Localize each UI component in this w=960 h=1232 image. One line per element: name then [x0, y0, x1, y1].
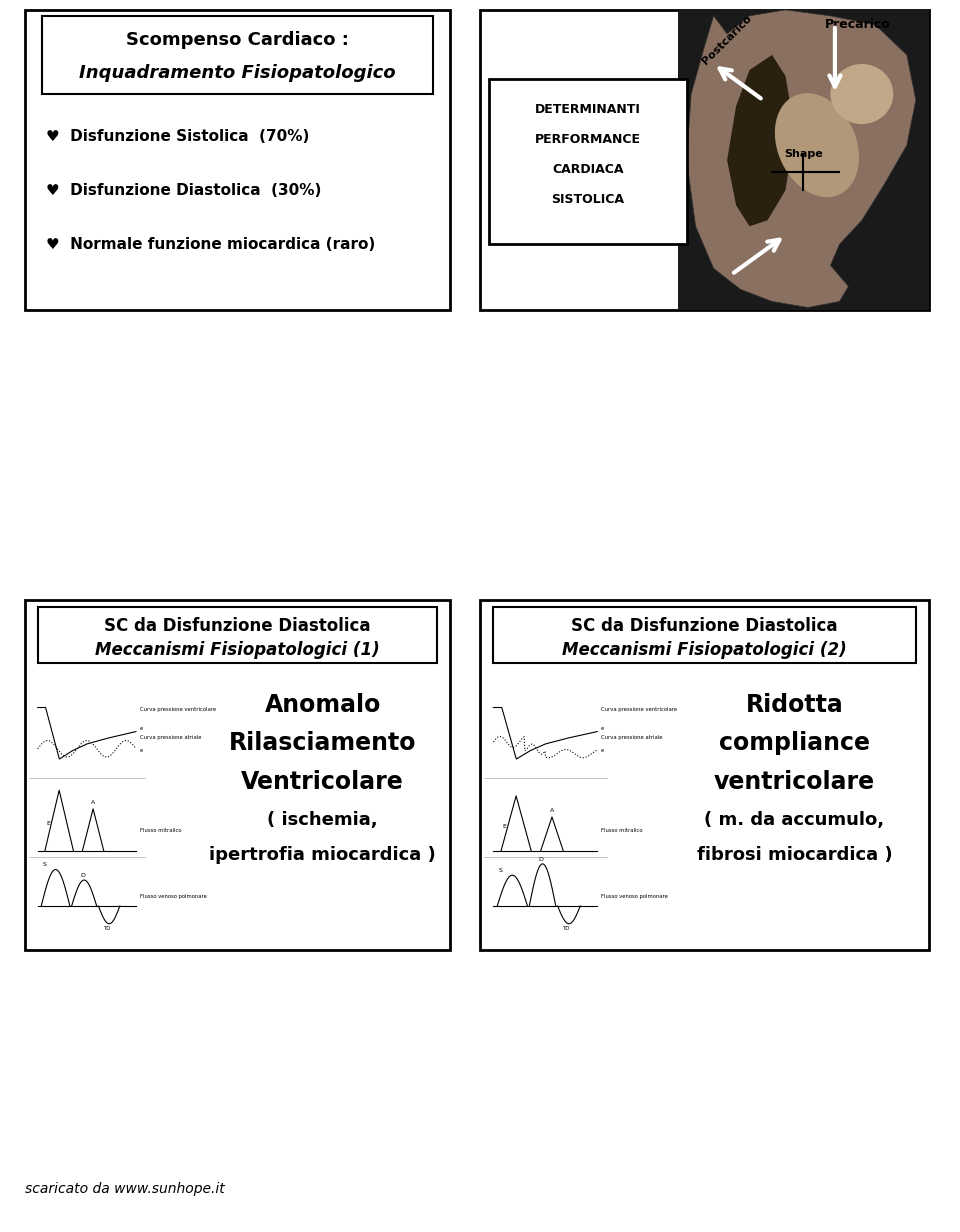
Text: SC da Disfunzione Diastolica: SC da Disfunzione Diastolica: [105, 617, 371, 636]
FancyBboxPatch shape: [480, 600, 929, 950]
FancyBboxPatch shape: [37, 607, 438, 663]
Text: DETERMINANTI: DETERMINANTI: [535, 102, 640, 116]
Text: e: e: [139, 748, 143, 753]
Polygon shape: [686, 10, 916, 308]
Text: e: e: [601, 748, 604, 753]
Text: SISTOLICA: SISTOLICA: [551, 192, 624, 206]
Text: D: D: [80, 872, 84, 877]
Text: E: E: [46, 821, 50, 827]
Text: CARDIACA: CARDIACA: [552, 163, 624, 176]
Text: Curva pressione atriale: Curva pressione atriale: [601, 734, 662, 739]
Text: Curva pressione ventricolare: Curva pressione ventricolare: [601, 707, 677, 712]
Text: ♥  Disfunzione Diastolica  (30%): ♥ Disfunzione Diastolica (30%): [46, 182, 322, 197]
FancyBboxPatch shape: [480, 10, 929, 310]
Text: Curva pressione atriale: Curva pressione atriale: [139, 734, 201, 739]
Text: compliance: compliance: [719, 732, 870, 755]
Ellipse shape: [775, 94, 859, 197]
Text: ipertrofia miocardica ): ipertrofia miocardica ): [209, 846, 436, 865]
Text: Shape: Shape: [784, 149, 823, 159]
Text: ventricolare: ventricolare: [714, 770, 876, 793]
Text: Anomalo: Anomalo: [264, 692, 381, 717]
Text: S: S: [499, 867, 503, 872]
Ellipse shape: [830, 64, 894, 124]
Text: D: D: [539, 856, 543, 861]
Text: e: e: [601, 726, 604, 731]
Text: Postcarico: Postcarico: [701, 14, 754, 67]
Text: Precarico: Precarico: [825, 18, 890, 31]
Text: A: A: [91, 800, 95, 804]
FancyBboxPatch shape: [25, 10, 450, 310]
FancyBboxPatch shape: [493, 607, 916, 663]
Text: fibrosi miocardica ): fibrosi miocardica ): [697, 846, 892, 865]
Text: Rilasciamento: Rilasciamento: [228, 732, 417, 755]
Text: ♥  Normale funzione miocardica (raro): ♥ Normale funzione miocardica (raro): [46, 237, 375, 251]
Text: PERFORMANCE: PERFORMANCE: [535, 133, 641, 145]
Text: A: A: [550, 808, 554, 813]
Text: Meccanismi Fisiopatologici (1): Meccanismi Fisiopatologici (1): [95, 641, 380, 659]
Text: scaricato da www.sunhope.it: scaricato da www.sunhope.it: [25, 1181, 225, 1196]
Text: ♥  Disfunzione Sistolica  (70%): ♥ Disfunzione Sistolica (70%): [46, 128, 309, 144]
Text: Inquadramento Fisiopatologico: Inquadramento Fisiopatologico: [80, 64, 396, 83]
Text: ( m. da accumulo,: ( m. da accumulo,: [705, 812, 884, 829]
Text: Ventricolare: Ventricolare: [241, 770, 404, 793]
FancyBboxPatch shape: [42, 16, 433, 94]
Text: ( ischemia,: ( ischemia,: [267, 812, 378, 829]
Text: Scompenso Cardiaco :: Scompenso Cardiaco :: [126, 31, 349, 49]
Text: TD: TD: [564, 926, 570, 931]
Text: e: e: [139, 726, 143, 731]
Text: Flusso mitralico: Flusso mitralico: [139, 828, 181, 833]
FancyBboxPatch shape: [489, 79, 686, 244]
Polygon shape: [727, 55, 795, 227]
Text: Flusso mitralico: Flusso mitralico: [601, 828, 642, 833]
Text: Curva pressione ventricolare: Curva pressione ventricolare: [139, 707, 216, 712]
Text: E: E: [503, 824, 507, 829]
Text: S: S: [43, 862, 47, 867]
Text: Ridotta: Ridotta: [746, 692, 844, 717]
Text: SC da Disfunzione Diastolica: SC da Disfunzione Diastolica: [571, 617, 838, 636]
Text: Flusso venoso polmonare: Flusso venoso polmonare: [139, 893, 206, 898]
Text: Flusso venoso polmonare: Flusso venoso polmonare: [601, 893, 668, 898]
Text: Meccanismi Fisiopatologici (2): Meccanismi Fisiopatologici (2): [563, 641, 847, 659]
FancyBboxPatch shape: [678, 10, 929, 310]
Text: TD: TD: [104, 926, 111, 931]
FancyBboxPatch shape: [25, 600, 450, 950]
